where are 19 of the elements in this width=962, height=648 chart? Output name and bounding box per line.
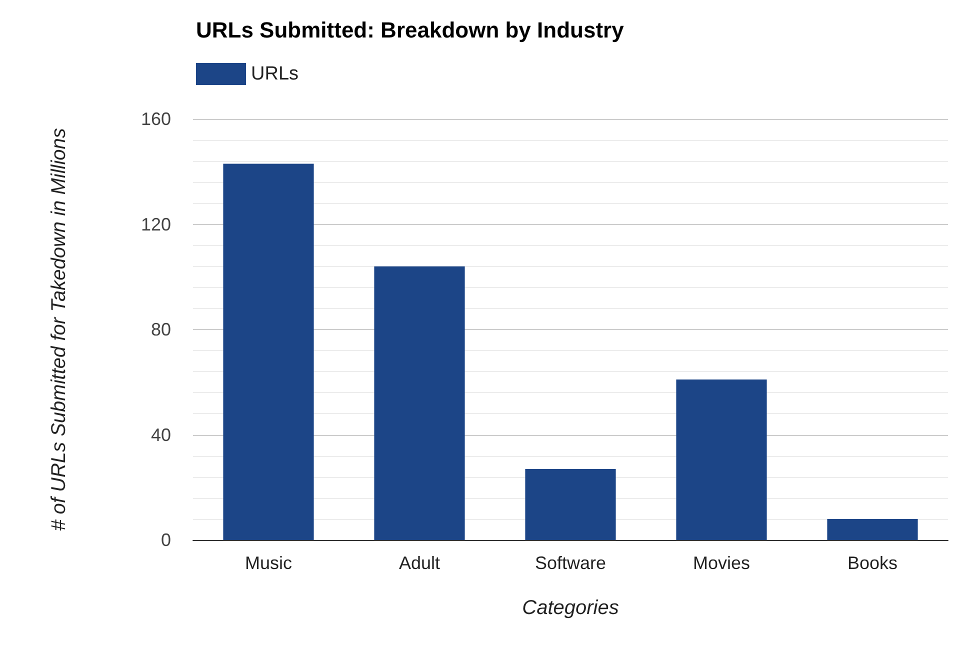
bar [223,164,314,540]
x-tick-label: Adult [398,553,440,573]
y-tick-label: 0 [160,530,171,550]
y-tick-label: 80 [150,320,171,340]
x-axis-title: Categories [522,597,619,619]
x-tick-label: Music [244,553,292,573]
x-tick-label: Movies [692,553,750,573]
bar [676,379,767,540]
y-tick-label: 40 [150,424,171,445]
y-tick-label: 160 [140,109,171,129]
x-tick-label: Software [534,553,606,573]
bar [827,518,918,540]
y-axis-title: # of URLs Submitted for Takedown in Millions [48,128,70,531]
y-tick-label: 120 [140,214,171,234]
bar [525,468,616,540]
bar [374,266,465,540]
legend-label: URLs [251,64,299,84]
x-tick-label: Books [847,553,898,573]
chart-title: URLs Submitted: Breakdown by Industry [196,18,625,42]
